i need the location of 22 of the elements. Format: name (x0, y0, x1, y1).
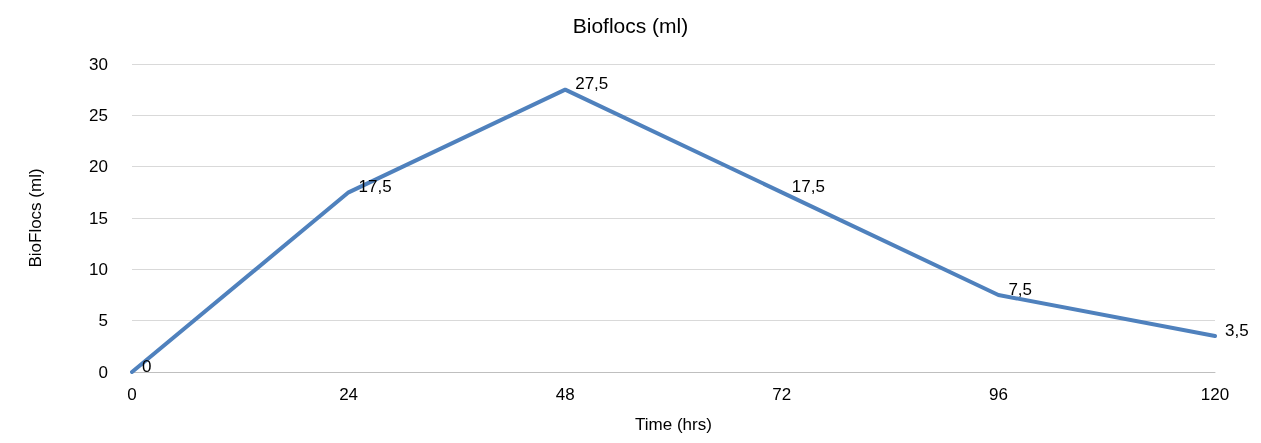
data-label: 17,5 (791, 176, 825, 196)
data-label: 0 (142, 356, 152, 376)
y-tick-label: 30 (89, 54, 108, 74)
y-axis-title: BioFlocs (ml) (26, 168, 45, 268)
x-tick-label: 24 (339, 385, 359, 404)
y-tick-label: 15 (89, 208, 108, 228)
y-tick-label: 10 (89, 259, 108, 279)
y-tick-label: 0 (98, 362, 108, 382)
data-label: 17,5 (358, 176, 392, 196)
x-tick-label: 120 (1200, 385, 1230, 404)
y-tick-label: 20 (89, 157, 108, 177)
data-label: 3,5 (1225, 320, 1249, 340)
x-tick-label: 96 (988, 385, 1008, 404)
y-tick-label: 25 (89, 105, 108, 125)
x-tick-label: 0 (127, 385, 137, 404)
x-axis-title: Time (hrs) (635, 415, 712, 434)
chart-title: Bioflocs (ml) (572, 14, 689, 37)
data-label: 7,5 (1008, 279, 1033, 299)
y-tick-label: 5 (98, 311, 108, 331)
x-tick-label: 72 (772, 385, 792, 404)
x-tick-label: 48 (555, 385, 575, 404)
data-label: 27,5 (575, 74, 609, 94)
